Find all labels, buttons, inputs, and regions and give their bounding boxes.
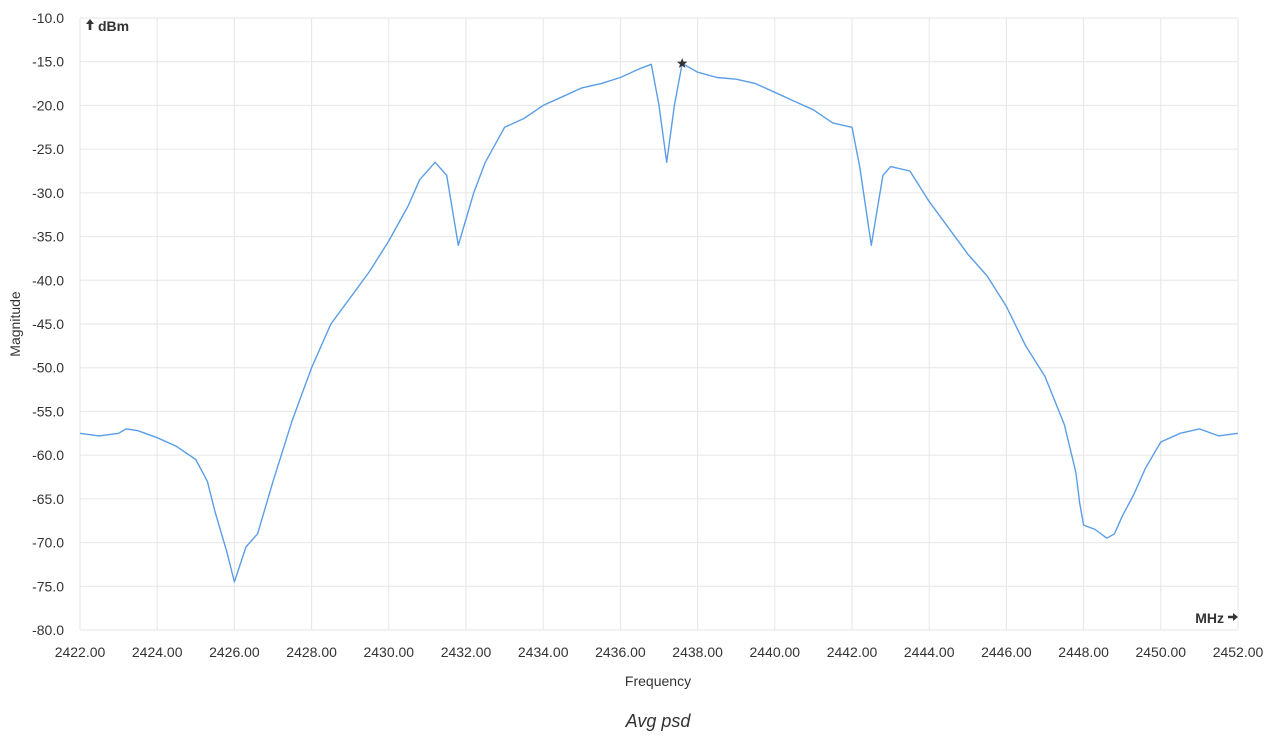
peak-marker-star-icon bbox=[676, 58, 688, 68]
y-tick-label: -45.0 bbox=[32, 316, 64, 332]
x-unit-label: MHz bbox=[1195, 610, 1238, 626]
x-tick-label: 2434.00 bbox=[518, 644, 569, 660]
x-axis-title: Frequency bbox=[625, 673, 691, 689]
x-tick-label: 2422.00 bbox=[55, 644, 106, 660]
chart-title: Avg psd bbox=[625, 711, 692, 731]
y-unit-label: dBm bbox=[86, 18, 129, 34]
y-tick-label: -55.0 bbox=[32, 403, 64, 419]
x-tick-label: 2450.00 bbox=[1135, 644, 1186, 660]
y-axis-ticks: -10.0 -15.0 -20.0 -25.0 -30.0 -35.0 -40.0 -45.0… bbox=[32, 10, 64, 638]
marker-layer bbox=[676, 58, 688, 68]
y-tick-label: -80.0 bbox=[32, 622, 64, 638]
series-layer bbox=[79, 62, 1239, 583]
x-tick-label: 2426.00 bbox=[209, 644, 260, 660]
arrow-right-icon bbox=[1228, 613, 1238, 621]
y-tick-label: -60.0 bbox=[32, 447, 64, 463]
x-tick-label: 2446.00 bbox=[981, 644, 1032, 660]
y-tick-label: -20.0 bbox=[32, 97, 64, 113]
y-tick-label: -40.0 bbox=[32, 272, 64, 288]
x-tick-label: 2428.00 bbox=[286, 644, 337, 660]
x-tick-label: 2440.00 bbox=[749, 644, 800, 660]
x-tick-label: 2430.00 bbox=[363, 644, 414, 660]
arrow-up-icon bbox=[86, 19, 94, 30]
y-unit-text: dBm bbox=[98, 18, 129, 34]
series-line-0 bbox=[79, 62, 1239, 583]
x-tick-label: 2444.00 bbox=[904, 644, 955, 660]
y-tick-label: -75.0 bbox=[32, 578, 64, 594]
y-axis-title: Magnitude bbox=[7, 291, 23, 357]
y-tick-label: -50.0 bbox=[32, 360, 64, 376]
grid bbox=[79, 17, 1239, 631]
y-tick-label: -25.0 bbox=[32, 141, 64, 157]
x-tick-label: 2448.00 bbox=[1058, 644, 1109, 660]
x-tick-label: 2442.00 bbox=[827, 644, 878, 660]
x-unit-text: MHz bbox=[1195, 610, 1224, 626]
x-tick-label: 2424.00 bbox=[132, 644, 183, 660]
y-tick-label: -10.0 bbox=[32, 10, 64, 26]
y-tick-label: -30.0 bbox=[32, 185, 64, 201]
x-axis-ticks: 2422.00 2424.00 2426.00 2428.00 2430.00 2432.… bbox=[55, 644, 1264, 660]
x-tick-label: 2452.00 bbox=[1213, 644, 1264, 660]
x-tick-label: 2436.00 bbox=[595, 644, 646, 660]
y-tick-label: -35.0 bbox=[32, 229, 64, 245]
y-tick-label: -70.0 bbox=[32, 535, 64, 551]
y-tick-label: -65.0 bbox=[32, 491, 64, 507]
x-tick-label: 2438.00 bbox=[672, 644, 723, 660]
x-tick-label: 2432.00 bbox=[441, 644, 492, 660]
y-tick-label: -15.0 bbox=[32, 54, 64, 70]
